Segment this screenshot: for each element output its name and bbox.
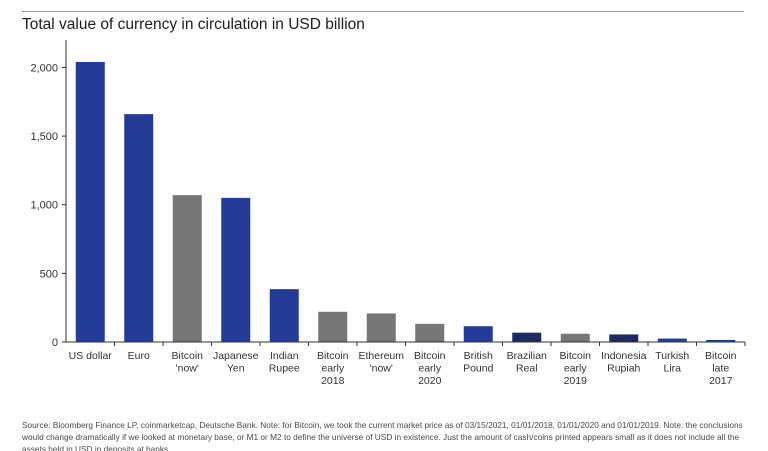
x-category-label-line: British [464,350,493,362]
x-category-label-line: Bitcoin [171,350,203,362]
y-tick-label: 1,000 [30,200,58,212]
x-category-label: British Pound [463,350,494,375]
x-category-label-line: Euro [128,350,150,362]
x-category-label-line: 2018 [321,375,345,387]
y-tick-label: 500 [40,268,58,280]
bar [221,197,251,342]
x-category-label-line: Bitcoin [559,350,591,362]
bar [609,334,639,342]
x-category-label-line: late [712,363,729,375]
x-category-label: Japanese Yen [213,350,259,375]
bar [463,326,493,342]
x-category-label-line: Pound [463,363,494,375]
top-rule [22,11,744,12]
x-category-label-line: 2019 [564,375,588,387]
x-category-label: Euro [128,350,150,362]
x-category-label-line: Bitcoin [317,350,349,362]
bar [269,289,299,342]
y-tick-label: 1,500 [30,131,58,143]
bar [318,311,348,342]
x-category-label: Bitcoin late 2017 [705,350,737,387]
bar [366,313,396,342]
x-category-label-line: Brazilian [507,350,547,362]
x-category-label: Bitcoin early 2019 [559,350,591,387]
x-category-label-line: early [418,363,442,375]
y-tick-label: 2,000 [30,62,58,74]
bar [75,61,105,343]
x-category-label: US dollar [69,350,113,362]
x-category-label-line: Rupiah [607,363,640,375]
x-category-label-line: 2020 [418,375,442,387]
x-category-label-line: Ethereum [358,350,404,362]
x-category-label-line: 'now' [176,363,199,375]
bars [75,61,736,343]
bar [657,338,687,342]
x-category-label-line: Rupee [269,363,300,375]
x-category-label-line: Turkish [655,350,689,362]
x-category-label-line: early [564,363,588,375]
x-category-label-line: Bitcoin [414,350,446,362]
x-category-label-line: Real [516,363,538,375]
x-category-label: Bitcoin early 2020 [414,350,446,387]
x-category-label: Bitcoin early 2018 [317,350,349,387]
chart-title: Total value of currency in circulation i… [22,16,365,33]
x-category-label: Ethereum'now' [358,350,404,375]
x-category-label-line: US dollar [69,350,113,362]
bar [560,333,590,342]
x-category-label-line: Indian [270,350,299,362]
x-category-label: Turkish Lira [655,350,689,375]
x-category-label-line: Bitcoin [705,350,737,362]
bar [124,114,154,342]
bar [172,195,202,342]
x-axis: US dollar Euro Bitcoin'now'Japanese YenIndi… [66,341,746,387]
x-category-label: Indonesia Rupiah [601,350,647,375]
x-category-label-line: Yen [227,363,245,375]
x-category-label-line: 'now' [370,363,393,375]
y-axis: 0 500 1,000 1,500 2,000 [30,40,67,349]
x-category-label-line: 2017 [709,375,733,387]
x-category-label: Indian Rupee [269,350,300,375]
x-category-label-line: Japanese [213,350,259,362]
x-category-label: Bitcoin'now' [171,350,203,375]
x-category-label: Brazilian Real [507,350,547,375]
x-category-label-line: Lira [663,363,681,375]
bar [706,339,736,342]
source-note: Source: Bloomberg Finance LP, coinmarket… [22,420,743,451]
bar [512,332,542,342]
y-tick-label: 0 [52,337,58,349]
x-category-label-line: Indonesia [601,350,647,362]
bar [415,323,445,342]
x-category-label-line: early [321,363,345,375]
